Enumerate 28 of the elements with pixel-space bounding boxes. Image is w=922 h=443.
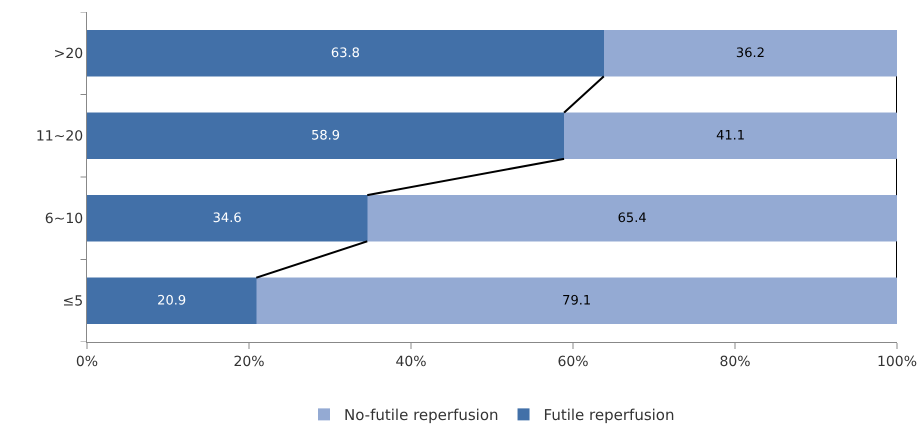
- data-label: 58.9: [311, 128, 340, 144]
- x-tick-label: 20%: [233, 354, 265, 370]
- bar: [87, 30, 604, 76]
- bar: [564, 112, 897, 159]
- y-tick-label: 11~20: [36, 128, 84, 145]
- legend-label: No-futile reperfusion: [344, 406, 499, 424]
- data-label: 63.8: [330, 46, 360, 61]
- y-tick-label: 6~10: [44, 211, 84, 228]
- y-tick-label: >20: [54, 46, 84, 62]
- bar: [87, 112, 564, 159]
- data-label: 65.4: [618, 210, 647, 226]
- x-tick-label: 60%: [557, 354, 589, 370]
- data-label: 79.1: [562, 293, 592, 308]
- x-tick-label: 80%: [719, 354, 751, 370]
- x-tick-label: 100%: [876, 354, 918, 370]
- bar: [256, 278, 897, 324]
- legend-label: Futile reperfusion: [544, 406, 674, 424]
- bar: [604, 30, 897, 76]
- data-label: 36.2: [736, 46, 765, 61]
- data-label: 20.9: [157, 293, 186, 308]
- data-label: 34.6: [212, 210, 242, 226]
- bar: [367, 195, 897, 242]
- x-tick-label: 0%: [76, 354, 98, 370]
- data-label: 41.1: [716, 128, 746, 144]
- bar: [87, 278, 256, 324]
- y-tick-label: ≤5: [62, 294, 84, 310]
- x-tick-label: 40%: [395, 354, 427, 370]
- bar: [87, 195, 368, 242]
